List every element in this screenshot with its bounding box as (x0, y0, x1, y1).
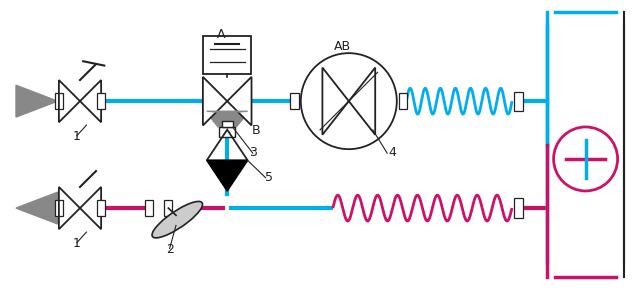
Bar (291, 93, 298, 110)
Polygon shape (207, 113, 248, 127)
Bar (514, 92, 524, 111)
Text: 2: 2 (166, 243, 173, 256)
Text: A: A (216, 28, 225, 41)
Polygon shape (207, 111, 248, 113)
Text: 5: 5 (265, 171, 273, 184)
Text: 4: 4 (388, 146, 396, 159)
Text: AB: AB (334, 40, 351, 53)
Polygon shape (16, 192, 58, 224)
Bar (514, 199, 524, 218)
Bar (55, 200, 63, 216)
Text: B: B (252, 124, 260, 137)
Ellipse shape (152, 201, 202, 238)
Ellipse shape (301, 53, 397, 149)
Bar (219, 127, 236, 137)
Bar (97, 93, 105, 110)
Text: 3: 3 (249, 146, 257, 159)
Polygon shape (227, 77, 252, 125)
Polygon shape (203, 77, 227, 125)
Bar (207, 93, 215, 110)
Bar (55, 93, 63, 110)
Bar (221, 121, 233, 127)
Bar (97, 200, 105, 216)
Bar (145, 200, 154, 216)
Polygon shape (207, 160, 248, 191)
Bar (204, 36, 251, 74)
Bar (164, 200, 173, 216)
Polygon shape (16, 85, 58, 117)
Text: 1: 1 (73, 130, 81, 143)
Text: 1: 1 (73, 237, 81, 250)
Bar (399, 93, 408, 110)
Bar (239, 93, 248, 110)
